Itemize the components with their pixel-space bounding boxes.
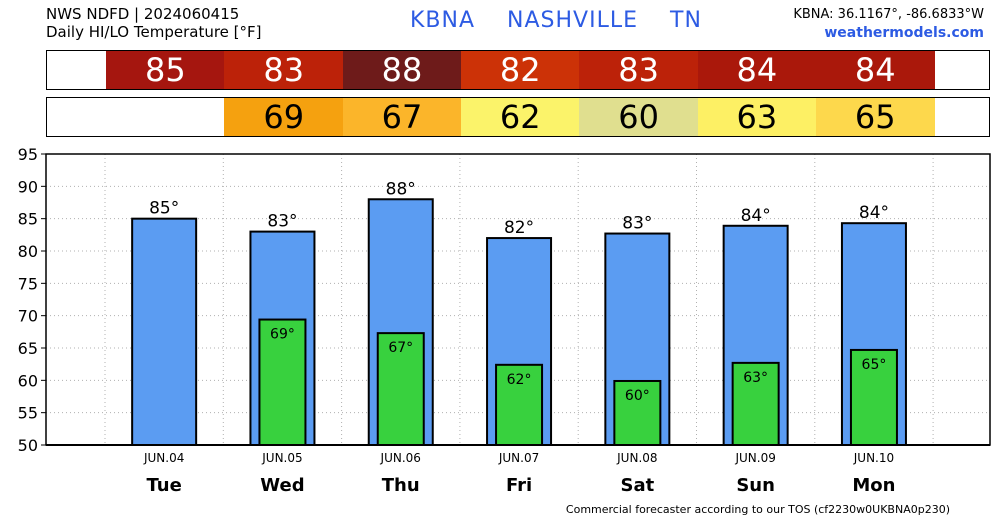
- site-link[interactable]: weathermodels.com: [824, 25, 984, 41]
- product-title: Daily HI/LO Temperature [°F]: [46, 23, 262, 41]
- low-cell: [106, 98, 225, 136]
- y-tick-label: 50: [18, 436, 38, 455]
- day-label: Sun: [736, 475, 775, 496]
- low-bar: [376, 332, 425, 446]
- header-left: NWS NDFD | 2024060415 Daily HI/LO Temper…: [46, 5, 262, 41]
- day-label: Tue: [146, 475, 181, 496]
- low-bar-label: 65°: [862, 357, 887, 373]
- date-label: JUN.07: [498, 451, 539, 465]
- temperature-bar-chart: 50 55 60 65 70 75 80 85 90 95 85° JUN.04 Tue 83° 69° JU…: [18, 145, 991, 496]
- low-bar-label: 63°: [743, 370, 768, 386]
- y-tick-label: 85: [18, 210, 38, 229]
- day-label: Fri: [506, 475, 532, 496]
- low-cell: 65: [815, 98, 935, 136]
- high-cell: 83: [579, 51, 698, 89]
- station-id: KBNA: [410, 8, 476, 33]
- date-label: JUN.06: [380, 451, 421, 465]
- header-right: KBNA: 36.1167°, -86.6833°W weathermodels…: [793, 5, 984, 43]
- low-cell: 62: [460, 98, 580, 136]
- high-temp-strip: 85 83 88 82 83 84 84: [46, 50, 990, 90]
- low-bar-label: 67°: [388, 340, 413, 356]
- low-cell: 67: [342, 98, 462, 136]
- date-label: JUN.08: [616, 451, 657, 465]
- station-city: NASHVILLE: [507, 8, 638, 33]
- station-title: KBNA NASHVILLE TN: [410, 8, 726, 33]
- y-tick-label: 60: [18, 371, 38, 390]
- low-bar: [731, 361, 780, 446]
- high-bar-label: 85°: [149, 199, 179, 219]
- low-bar: [849, 348, 898, 446]
- high-cell: 84: [697, 51, 817, 89]
- high-bar-label: 83°: [622, 214, 652, 234]
- low-bar-label: 62°: [507, 372, 532, 388]
- y-tick-label: 70: [18, 307, 38, 326]
- day-label: Mon: [852, 475, 895, 496]
- high-bar-label: 88°: [386, 179, 416, 199]
- y-tick-label: 55: [18, 404, 38, 423]
- y-tick-label: 95: [18, 145, 38, 164]
- high-cell: 85: [106, 51, 225, 89]
- low-bar-label: 69°: [270, 327, 295, 343]
- high-cell: 84: [815, 51, 935, 89]
- y-tick-label: 65: [18, 339, 38, 358]
- low-cell: 69: [224, 98, 344, 136]
- low-cell: 60: [579, 98, 698, 136]
- low-bar-label: 60°: [625, 388, 650, 404]
- high-bar-label: 84°: [741, 206, 771, 226]
- y-tick-label: 80: [18, 242, 38, 261]
- high-bar-label: 82°: [504, 218, 534, 238]
- high-bar-label: 83°: [267, 212, 297, 232]
- footer-note: Commercial forecaster according to our T…: [565, 503, 950, 516]
- product-line: NWS NDFD | 2024060415: [46, 5, 240, 23]
- y-tick-label: 90: [18, 177, 38, 196]
- y-tick-label: 75: [18, 274, 38, 293]
- date-label: JUN.09: [734, 451, 775, 465]
- date-label: JUN.04: [143, 451, 184, 465]
- station-coords: KBNA: 36.1167°, -86.6833°W: [793, 7, 984, 22]
- low-cell: 63: [697, 98, 817, 136]
- date-label: JUN.10: [853, 451, 894, 465]
- low-bar: [258, 318, 307, 446]
- high-cell: 88: [342, 51, 462, 89]
- day-label: Sat: [620, 475, 654, 496]
- high-cell: 83: [224, 51, 344, 89]
- station-state: TN: [670, 8, 702, 33]
- day-label: Thu: [382, 475, 420, 496]
- day-label: Wed: [260, 475, 304, 496]
- low-temp-strip: 69 67 62 60 63 65: [46, 97, 990, 137]
- high-bar-label: 84°: [859, 203, 889, 223]
- date-label: JUN.05: [261, 451, 302, 465]
- high-cell: 82: [460, 51, 580, 89]
- high-bar: [131, 217, 198, 446]
